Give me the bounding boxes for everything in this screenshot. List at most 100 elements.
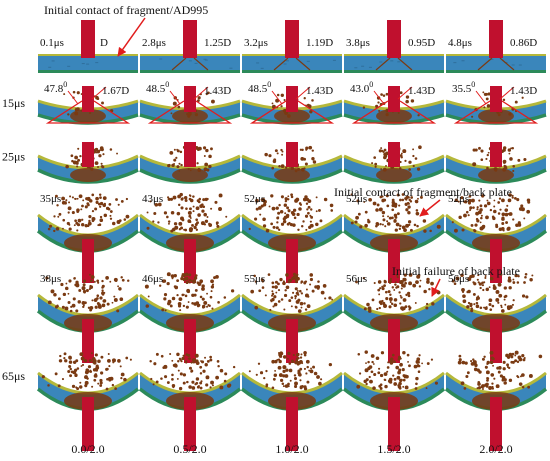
debris-particle [55, 227, 60, 231]
debris-particle [109, 217, 113, 220]
debris-particle [113, 297, 118, 302]
debris-particle [99, 218, 104, 223]
debris-particle [527, 385, 531, 389]
debris-particle [173, 222, 178, 226]
fragment [490, 319, 502, 363]
debris-particle [274, 359, 278, 364]
debris-particle [259, 371, 264, 375]
debris-particle [376, 203, 380, 207]
debris-particle [415, 209, 419, 212]
debris-particle [90, 352, 93, 355]
angle-pointer [169, 90, 181, 105]
debris-particle [474, 363, 478, 368]
debris-particle [393, 303, 398, 308]
debris-particle [283, 98, 286, 102]
debris-particle [503, 378, 507, 382]
debris-particle [413, 223, 417, 227]
ceramic-plate [140, 215, 240, 251]
ceramic-plate [242, 215, 342, 251]
debris-particle [308, 145, 313, 150]
debris-particle [414, 157, 418, 160]
crushed-zone [274, 109, 310, 123]
debris-particle [414, 387, 418, 390]
debris-particle [303, 353, 307, 357]
debris-particle [172, 195, 177, 200]
debris-particle [209, 295, 213, 299]
debris-particle [268, 205, 271, 208]
debris-particle [481, 224, 486, 229]
debris-particle [320, 378, 323, 381]
debris-particle [79, 154, 82, 158]
debris-particle [280, 378, 284, 382]
debris-particle [516, 198, 520, 202]
debris-particle [399, 302, 402, 305]
debris-particle [288, 362, 292, 365]
debris-particle [129, 358, 132, 361]
debris-particle [54, 372, 58, 376]
fragment [82, 397, 94, 451]
ceramic-plate [344, 295, 444, 331]
debris-particle [273, 295, 277, 299]
debris-particle [485, 215, 489, 220]
debris-particle [479, 221, 482, 224]
row-label: 15μs [2, 96, 25, 110]
debris-particle [377, 371, 381, 375]
debris-particle [88, 273, 91, 276]
debris-particle [503, 298, 506, 301]
debris-particle [117, 203, 120, 206]
debris-particle [272, 225, 276, 229]
debris-particle [491, 304, 495, 308]
debris-particle [470, 223, 474, 227]
debris-particle [508, 212, 513, 216]
debris-particle [82, 305, 85, 309]
debris-particle [284, 212, 287, 215]
debris-particle [402, 298, 407, 302]
debris-particle [528, 374, 533, 378]
debris-particle [470, 307, 474, 310]
fragment [184, 239, 196, 283]
debris-particle [405, 293, 408, 297]
debris-particle [393, 382, 398, 386]
debris-particle [205, 93, 208, 96]
debris-particle [303, 350, 307, 355]
debris-particle [323, 197, 328, 202]
debris-particle [404, 281, 407, 285]
debris-particle [294, 277, 299, 281]
debris-particle [111, 301, 114, 304]
debris-particle [94, 147, 99, 152]
debris-particle [144, 284, 149, 289]
debris-particle [206, 292, 208, 295]
debris-particle [309, 283, 312, 286]
debris-particle [254, 280, 258, 283]
debris-particle [276, 93, 280, 97]
debris-particle [485, 97, 489, 101]
debris-particle [83, 279, 87, 283]
angle-label: 47.80 [44, 80, 67, 95]
debris-particle [207, 303, 210, 306]
debris-particle [517, 355, 522, 360]
debris-particle [270, 194, 274, 198]
debris-particle [512, 281, 516, 284]
debris-particle [462, 294, 466, 298]
debris-particle [503, 295, 507, 299]
debris-particle [189, 207, 192, 211]
debris-particle [91, 299, 94, 302]
debris-particle [508, 352, 513, 357]
debris-particle [303, 97, 306, 100]
crack-mark [194, 62, 198, 64]
time-label: 56μs [448, 273, 469, 285]
sim-panel-r5-c0 [36, 352, 140, 451]
debris-particle [84, 376, 87, 379]
debris-particle [384, 379, 387, 381]
crack-mark [286, 60, 290, 62]
debris-particle [512, 299, 515, 302]
debris-particle [425, 387, 428, 389]
debris-particle [507, 148, 512, 152]
ceramic-plate [446, 295, 546, 331]
debris-particle [209, 386, 212, 389]
debris-particle [119, 365, 122, 368]
debris-particle [79, 381, 82, 384]
debris-particle [285, 368, 289, 372]
debris-particle [167, 196, 170, 199]
debris-particle [194, 303, 197, 306]
